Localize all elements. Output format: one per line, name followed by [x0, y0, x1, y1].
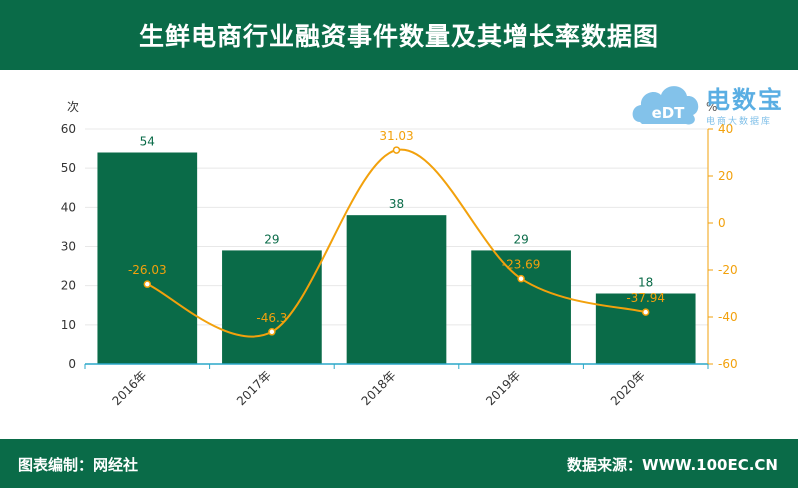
bar-layer: [97, 152, 696, 364]
label-layer: 54 29 38 29 18 -26.03 -46.3 31.03 -23.69 -37.94: [128, 129, 665, 325]
y-left-unit: 次: [67, 100, 79, 114]
y-left-tick-label: 50: [61, 161, 76, 175]
title-band: 生鲜电商行业融资事件数量及其增长率数据图: [0, 0, 798, 70]
growth-rate-label: 31.03: [379, 129, 413, 143]
bar: [471, 250, 571, 364]
x-tick-label: 2019年: [483, 368, 523, 408]
chart: 0 10 20 30 40 50 60 -60 -40 -20 0 20 40 次 % 2016年 2017年 2…: [61, 100, 738, 408]
x-tick-label: 2020年: [608, 368, 648, 408]
y-left-tick-label: 20: [61, 279, 76, 293]
y-right-tick-label: 0: [718, 216, 726, 230]
footer-credit: 图表编制：网经社: [18, 456, 139, 474]
growth-rate-point: [143, 280, 152, 288]
y-left-tick-label: 10: [61, 318, 76, 332]
y-right-tick-label: 20: [718, 169, 733, 183]
growth-rate-point: [641, 308, 650, 316]
growth-rate-point: [392, 146, 401, 154]
growth-rate-label: -26.03: [128, 263, 167, 277]
y-right-tick-label: 40: [718, 122, 733, 136]
bar-value-label: 38: [389, 197, 404, 211]
cloud-logo-icon: eDT: [632, 86, 699, 125]
y-left-tick-label: 60: [61, 122, 76, 136]
bar-value-label: 18: [638, 276, 653, 290]
bar-value-label: 29: [513, 232, 528, 246]
growth-rate-label: -37.94: [626, 291, 665, 305]
x-tick-label: 2016年: [109, 368, 149, 408]
logo-name: 电数宝: [706, 86, 784, 114]
bar: [222, 250, 322, 364]
growth-rate-label: -23.69: [502, 258, 541, 272]
y-right-tick-label: -20: [718, 263, 738, 277]
y-right-unit: %: [706, 100, 717, 114]
y-right-tick-label: -60: [718, 357, 738, 371]
bar: [97, 152, 198, 364]
logo-subtitle: 电商大数据库: [706, 117, 773, 127]
y-left-tick-label: 30: [61, 240, 76, 254]
growth-rate-label: -46.3: [256, 311, 287, 325]
bar-value-label: 29: [264, 232, 279, 246]
growth-rate-point: [517, 274, 525, 283]
x-tick-label: 2017年: [234, 368, 274, 408]
logo: eDT 电数宝 电商大数据库: [628, 74, 793, 134]
y-right-tick-label: -40: [718, 310, 738, 324]
bar-value-label: 54: [140, 135, 155, 149]
bar: [346, 215, 447, 364]
chart-title: 生鲜电商行业融资事件数量及其增长率数据图: [138, 22, 659, 51]
bar: [595, 293, 696, 364]
y-left-tick-label: 40: [61, 200, 76, 214]
line-layer: [143, 146, 650, 338]
logo-mark: eDT: [652, 104, 686, 122]
growth-rate-point: [268, 328, 276, 336]
footer-source: 数据来源：WWW.100EC.CN: [567, 456, 778, 474]
footer: 图表编制：网经社 数据来源：WWW.100EC.CN: [0, 439, 798, 488]
x-tick-label: 2018年: [359, 368, 399, 408]
y-left-tick-label: 0: [68, 357, 76, 371]
